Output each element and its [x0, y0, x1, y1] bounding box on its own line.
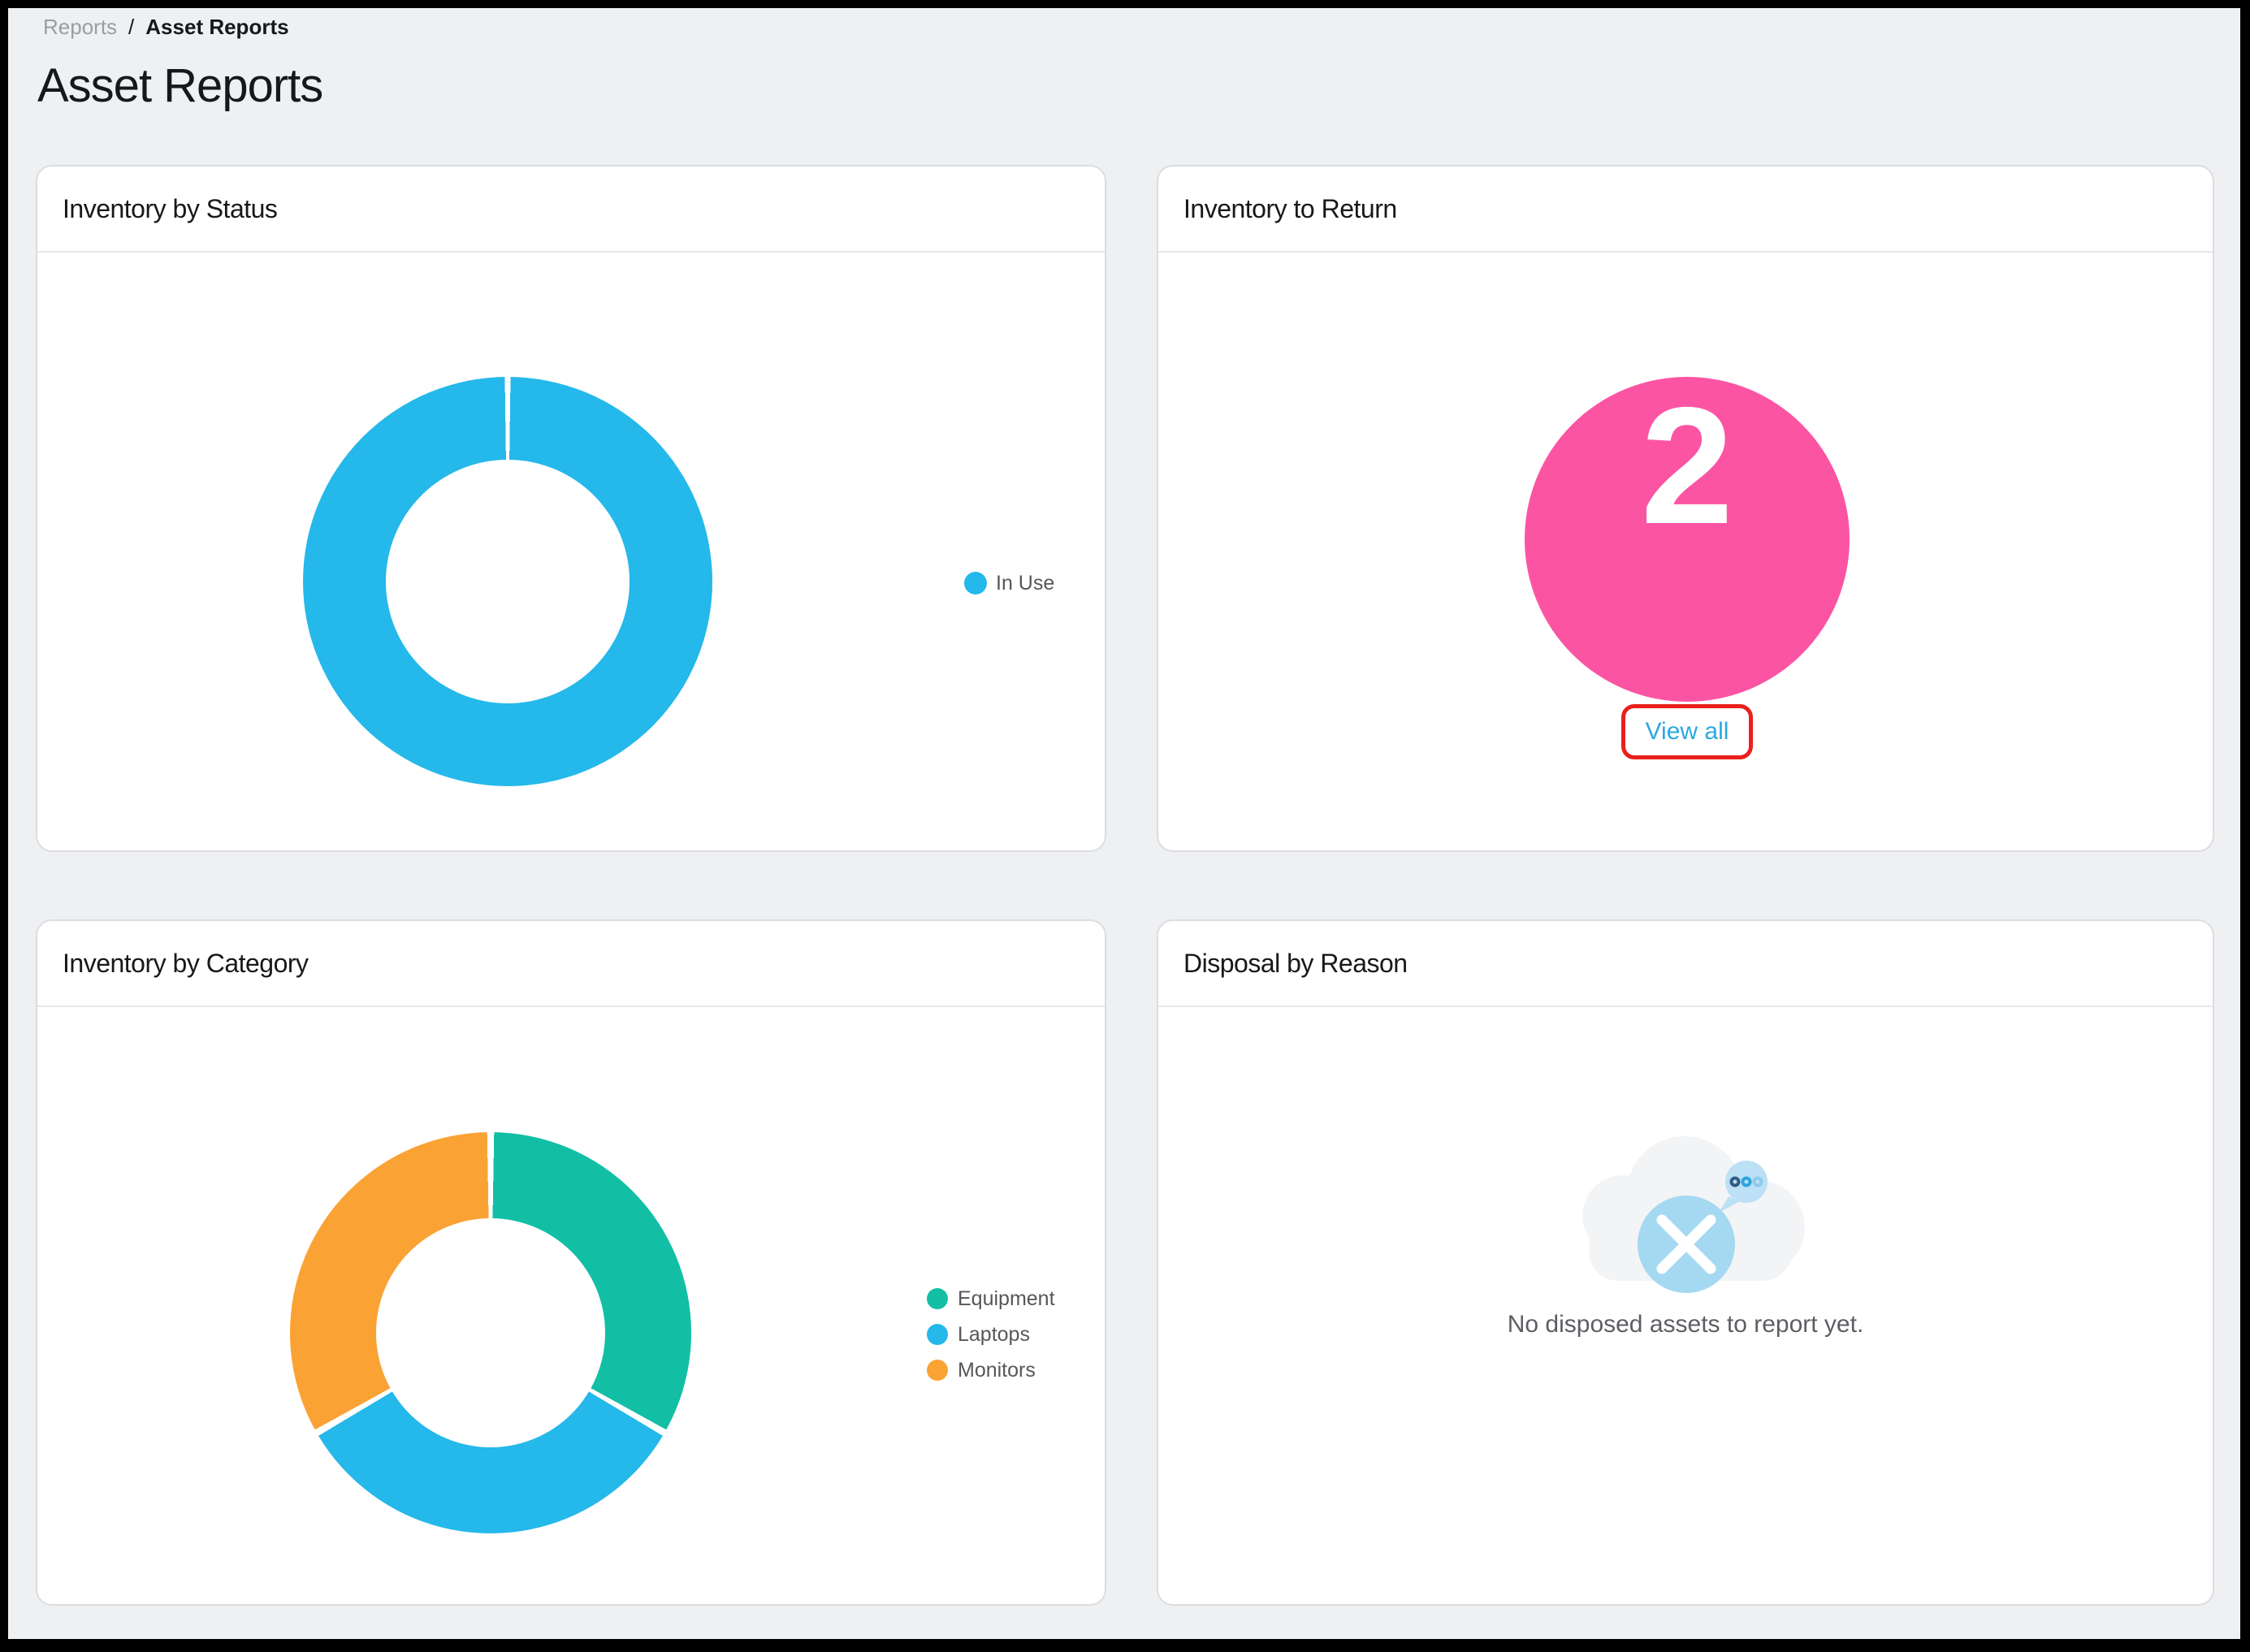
donut-hole: [376, 1218, 605, 1447]
red-highlight-annotation: View all: [1621, 704, 1753, 759]
breadcrumb-reports[interactable]: Reports: [43, 15, 118, 39]
card-body: Equipment Laptops Monitors: [37, 1009, 1105, 1604]
card-body: No disposed assets to report yet.: [1158, 1009, 2213, 1604]
donut-hole: [386, 460, 630, 703]
card-body: In Use: [37, 254, 1105, 850]
legend-dot: [927, 1324, 948, 1345]
x-circle-icon: [1638, 1196, 1735, 1293]
asset-reports-page: Reports / Asset Reports Asset Reports In…: [8, 8, 2240, 1639]
page-title: Asset Reports: [37, 59, 323, 112]
card-title: Inventory to Return: [1183, 193, 1397, 223]
legend-dot: [964, 572, 987, 595]
legend-item-in-use[interactable]: In Use: [964, 567, 1054, 599]
card-header: Inventory to Return: [1158, 166, 2213, 253]
card-body: 2 View all: [1158, 254, 2213, 850]
card-header: Disposal by Reason: [1158, 921, 2213, 1007]
breadcrumb: Reports / Asset Reports: [43, 15, 289, 40]
legend-label: Monitors: [958, 1358, 1036, 1382]
status-donut-chart: [303, 377, 712, 786]
return-count-value: 2: [1640, 373, 1733, 559]
legend-label: In Use: [996, 571, 1055, 595]
empty-state-cloud-illustration: [1582, 1136, 1805, 1293]
card-title: Disposal by Reason: [1183, 948, 1408, 978]
category-donut-chart: [290, 1132, 691, 1533]
legend-label: Equipment: [958, 1287, 1055, 1310]
card-header: Inventory by Status: [37, 166, 1105, 253]
view-all-link[interactable]: View all: [1645, 718, 1729, 745]
legend-dot: [927, 1360, 948, 1381]
status-legend: In Use: [964, 567, 1054, 599]
card-inventory-by-category: Inventory by Category Equipment Laptops …: [36, 919, 1106, 1606]
card-disposal-by-reason: Disposal by Reason: [1157, 919, 2214, 1606]
return-count-bubble[interactable]: 2: [1525, 377, 1850, 702]
category-legend: Equipment Laptops Monitors: [927, 1281, 1055, 1388]
breadcrumb-current: Asset Reports: [145, 15, 289, 39]
card-inventory-by-status: Inventory by Status In Use: [36, 165, 1106, 852]
legend-item-equipment[interactable]: Equipment: [927, 1281, 1055, 1317]
legend-dot: [927, 1288, 948, 1309]
legend-label: Laptops: [958, 1322, 1030, 1346]
legend-item-monitors[interactable]: Monitors: [927, 1352, 1055, 1388]
empty-state-message: No disposed assets to report yet.: [1507, 1311, 1864, 1338]
card-title: Inventory by Status: [63, 193, 278, 223]
speech-bubble-icon: [1719, 1161, 1768, 1213]
card-header: Inventory by Category: [37, 921, 1105, 1007]
card-title: Inventory by Category: [63, 948, 309, 978]
card-inventory-to-return: Inventory to Return 2 View all: [1157, 165, 2214, 852]
legend-item-laptops[interactable]: Laptops: [927, 1317, 1055, 1352]
breadcrumb-separator: /: [128, 15, 135, 39]
